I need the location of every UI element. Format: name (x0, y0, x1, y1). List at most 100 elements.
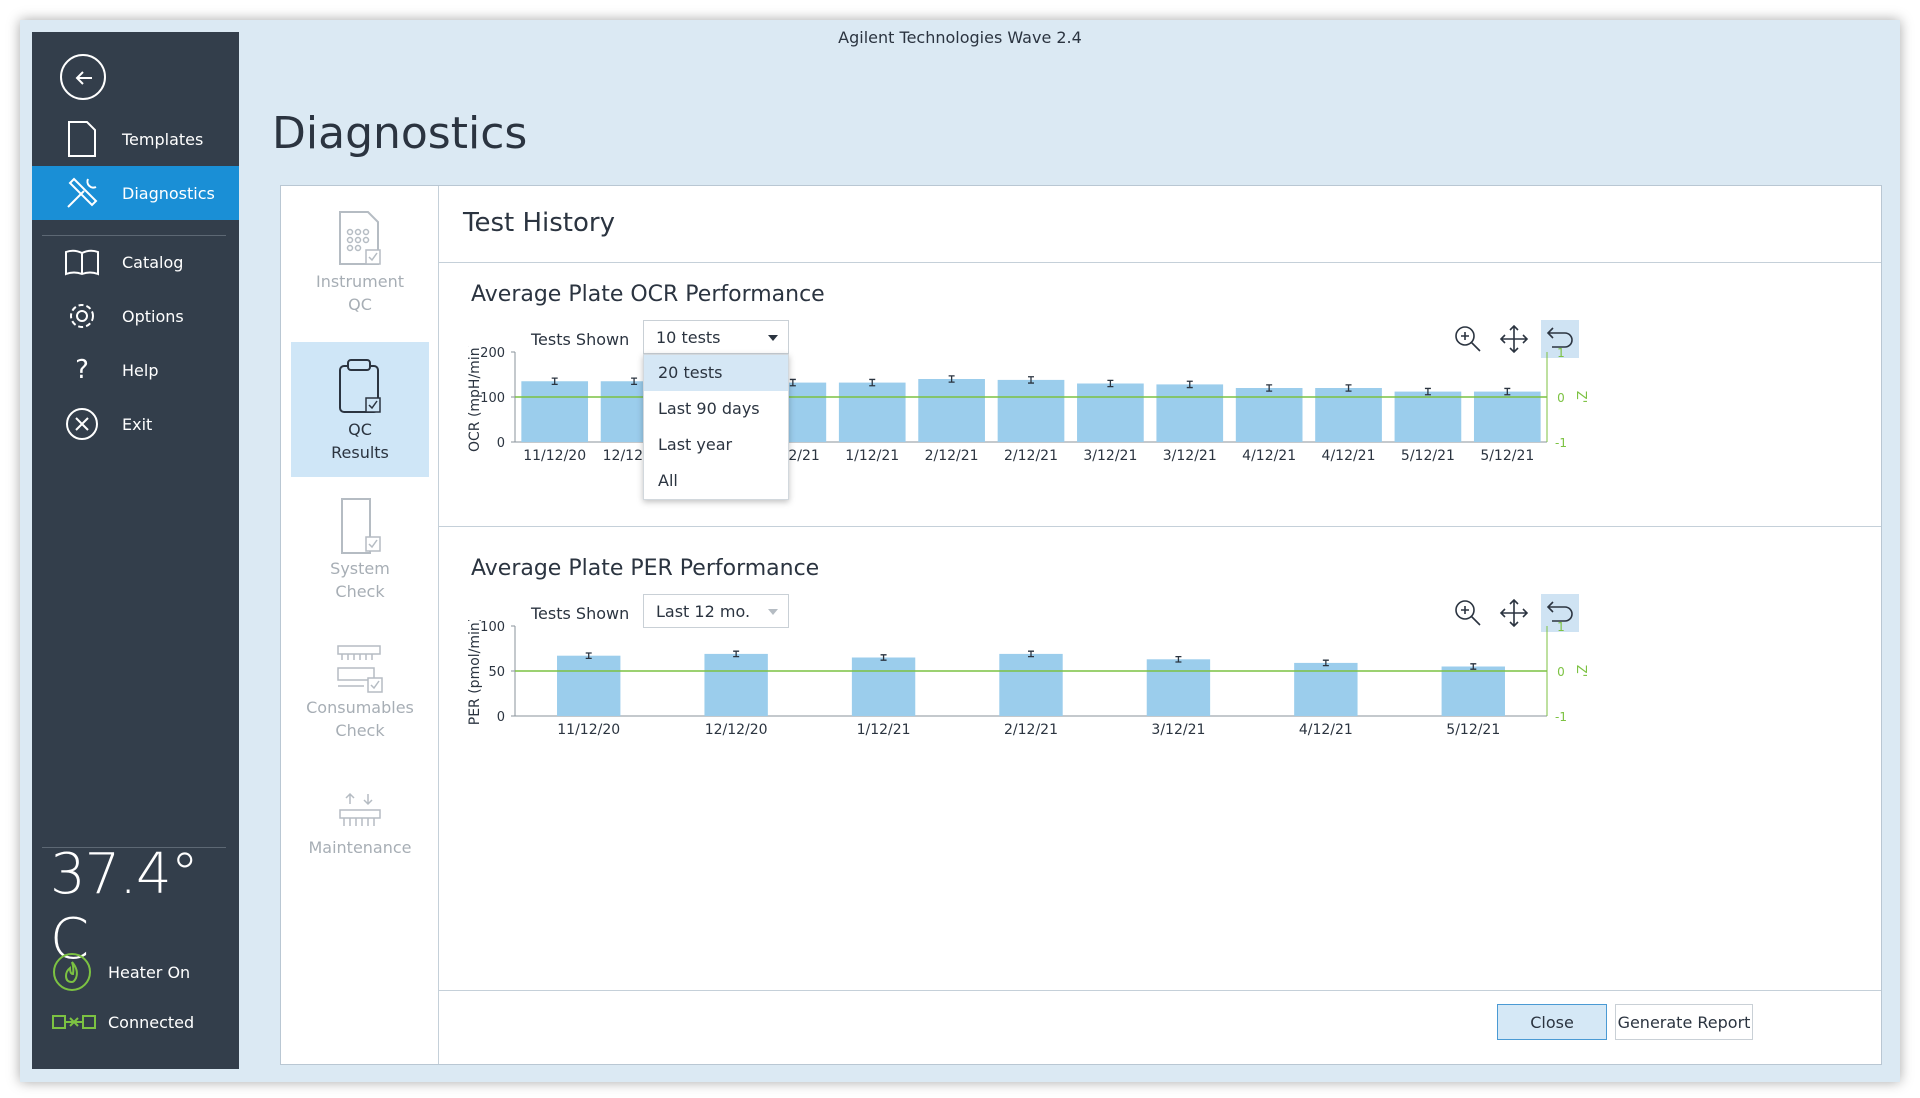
ocr-x-tick-label: 1/12/21 (845, 448, 899, 464)
per-bar (557, 655, 621, 716)
dropdown-option[interactable]: 20 tests (644, 355, 788, 391)
subnav-label: Instrument (315, 272, 405, 291)
arrow-left-icon (75, 71, 92, 85)
ocr-y2-axis-label: Z' (1573, 391, 1588, 403)
per-chart-title: Average Plate PER Performance (471, 556, 820, 581)
zoom-in-icon (1455, 600, 1481, 626)
ocr-select-value: 10 tests (656, 328, 721, 347)
sidebar-item-label: Options (122, 306, 184, 326)
ocr-y2-tick-label: -1 (1555, 436, 1567, 450)
close-button[interactable]: Close (1497, 1004, 1607, 1040)
per-chart: PER (pmol/min) 0 50 100 11/12/20 12/12/20 1/12… (467, 620, 1588, 738)
subnav-label: System (330, 559, 390, 578)
consumables-icon (337, 645, 383, 693)
ocr-tests-shown-dropdown: 20 tests Last 90 days Last year All (643, 354, 789, 500)
book-icon (62, 242, 102, 282)
dropdown-option[interactable]: All (658, 471, 678, 490)
per-error-bar (1175, 655, 1182, 663)
per-error-bar (880, 654, 887, 661)
maintenance-icon (339, 792, 381, 826)
window-title: Agilent Technologies Wave 2.4 (838, 28, 1082, 47)
undo-icon (1546, 601, 1573, 622)
subnav-item-maintenance[interactable]: Maintenance (291, 786, 429, 921)
ocr-error-bar (1345, 384, 1352, 392)
per-x-tick-label: 11/12/20 (557, 722, 620, 738)
per-error-bar (1470, 663, 1477, 670)
undo-icon (1546, 327, 1573, 348)
per-x-tick-label: 3/12/21 (1151, 722, 1205, 738)
zoom-button[interactable] (1449, 320, 1487, 358)
sidebar-item-help[interactable]: ? Help (32, 343, 239, 397)
ocr-chart-title: Average Plate OCR Performance (471, 282, 825, 307)
per-y2-tick-label: 0 (1557, 665, 1565, 679)
ocr-y2-tick-label: 1 (1557, 346, 1565, 360)
dropdown-option[interactable]: Last year (658, 435, 733, 454)
sidebar-divider (42, 235, 226, 236)
subnav-item-instrument-qc[interactable]: Instrument QC (291, 200, 429, 335)
ocr-error-bar (1028, 376, 1034, 384)
subnav-label: Check (335, 721, 385, 740)
ocr-bar (1156, 384, 1224, 442)
subnav-label: Results (331, 443, 389, 462)
back-button[interactable] (60, 54, 106, 100)
per-bar (851, 657, 916, 716)
subnav-label: Maintenance (308, 838, 412, 857)
footer-divider (439, 990, 1881, 991)
sidebar-item-exit[interactable]: Exit (32, 397, 239, 451)
subnav-label: Consumables (306, 698, 414, 717)
per-y-tick-label: 100 (480, 620, 505, 635)
per-y2-tick-label: 1 (1557, 620, 1565, 634)
flame-icon (53, 953, 91, 991)
chevron-down-icon (768, 335, 778, 341)
ocr-x-tick-label: 5/12/21 (1480, 448, 1534, 464)
heater-status: Heater On (52, 952, 190, 992)
chart-divider (439, 526, 1881, 527)
ocr-x-tick-label: 2/12/21 (1004, 448, 1058, 464)
per-bar (1441, 666, 1505, 716)
per-error-bar (585, 652, 592, 660)
ocr-error-bar (1186, 380, 1193, 389)
reset-zoom-button[interactable] (1541, 320, 1579, 358)
subnav-item-system-check[interactable]: System Check (291, 489, 429, 624)
ocr-error-bar (551, 377, 558, 386)
subnav-label: QC (348, 295, 372, 314)
generate-report-button[interactable]: Generate Report (1615, 1004, 1753, 1040)
ocr-x-tick-label: 11/12/20 (523, 448, 586, 464)
content-area: Test History Average Plate OCR Performan… (439, 186, 1881, 1064)
per-x-tick-label: 2/12/21 (1004, 722, 1058, 738)
per-y-tick-label: 50 (488, 665, 505, 680)
sidebar-item-diagnostics[interactable]: Diagnostics (32, 166, 239, 220)
subnav-item-qc-results[interactable]: QC Results (291, 342, 429, 477)
zoom-button[interactable] (1449, 594, 1487, 632)
system-check-icon (341, 498, 381, 554)
per-x-tick-label: 1/12/21 (857, 722, 911, 738)
per-tests-shown-label: Tests Shown (531, 604, 630, 623)
ocr-error-bar (1504, 387, 1511, 396)
dropdown-option[interactable]: Last 90 days (658, 399, 760, 418)
pan-button[interactable] (1495, 594, 1533, 632)
clipboard-check-icon (339, 359, 381, 413)
per-tests-shown-select[interactable]: Last 12 mo. (643, 594, 789, 628)
sidebar-item-catalog[interactable]: Catalog (32, 235, 239, 289)
ocr-bar (1473, 391, 1541, 442)
ocr-bar (918, 379, 985, 442)
ocr-error-bar (948, 375, 955, 383)
ocr-y-axis-label: OCR (mpH/min) (467, 346, 483, 452)
ocr-y-tick-label: 0 (497, 436, 505, 451)
subnav-item-consumables-check[interactable]: Consumables Check (291, 636, 429, 771)
sidebar-item-options[interactable]: Options (32, 289, 239, 343)
pan-button[interactable] (1495, 320, 1533, 358)
sidebar-item-label: Diagnostics (122, 183, 215, 203)
sidebar-item-templates[interactable]: Templates (32, 112, 239, 166)
per-x-tick-label: 5/12/21 (1446, 722, 1500, 738)
per-bar (999, 653, 1063, 716)
document-icon (62, 119, 102, 159)
per-error-bar (1028, 650, 1034, 658)
ocr-bar (521, 381, 589, 442)
reset-zoom-button[interactable] (1541, 594, 1579, 632)
per-y2-tick-label: -1 (1555, 710, 1567, 724)
ocr-tests-shown-select[interactable]: 10 tests (643, 320, 789, 354)
ocr-error-bar (789, 378, 796, 387)
ocr-bar (1077, 383, 1144, 442)
temperature-readout: 37.4° C (50, 842, 199, 972)
